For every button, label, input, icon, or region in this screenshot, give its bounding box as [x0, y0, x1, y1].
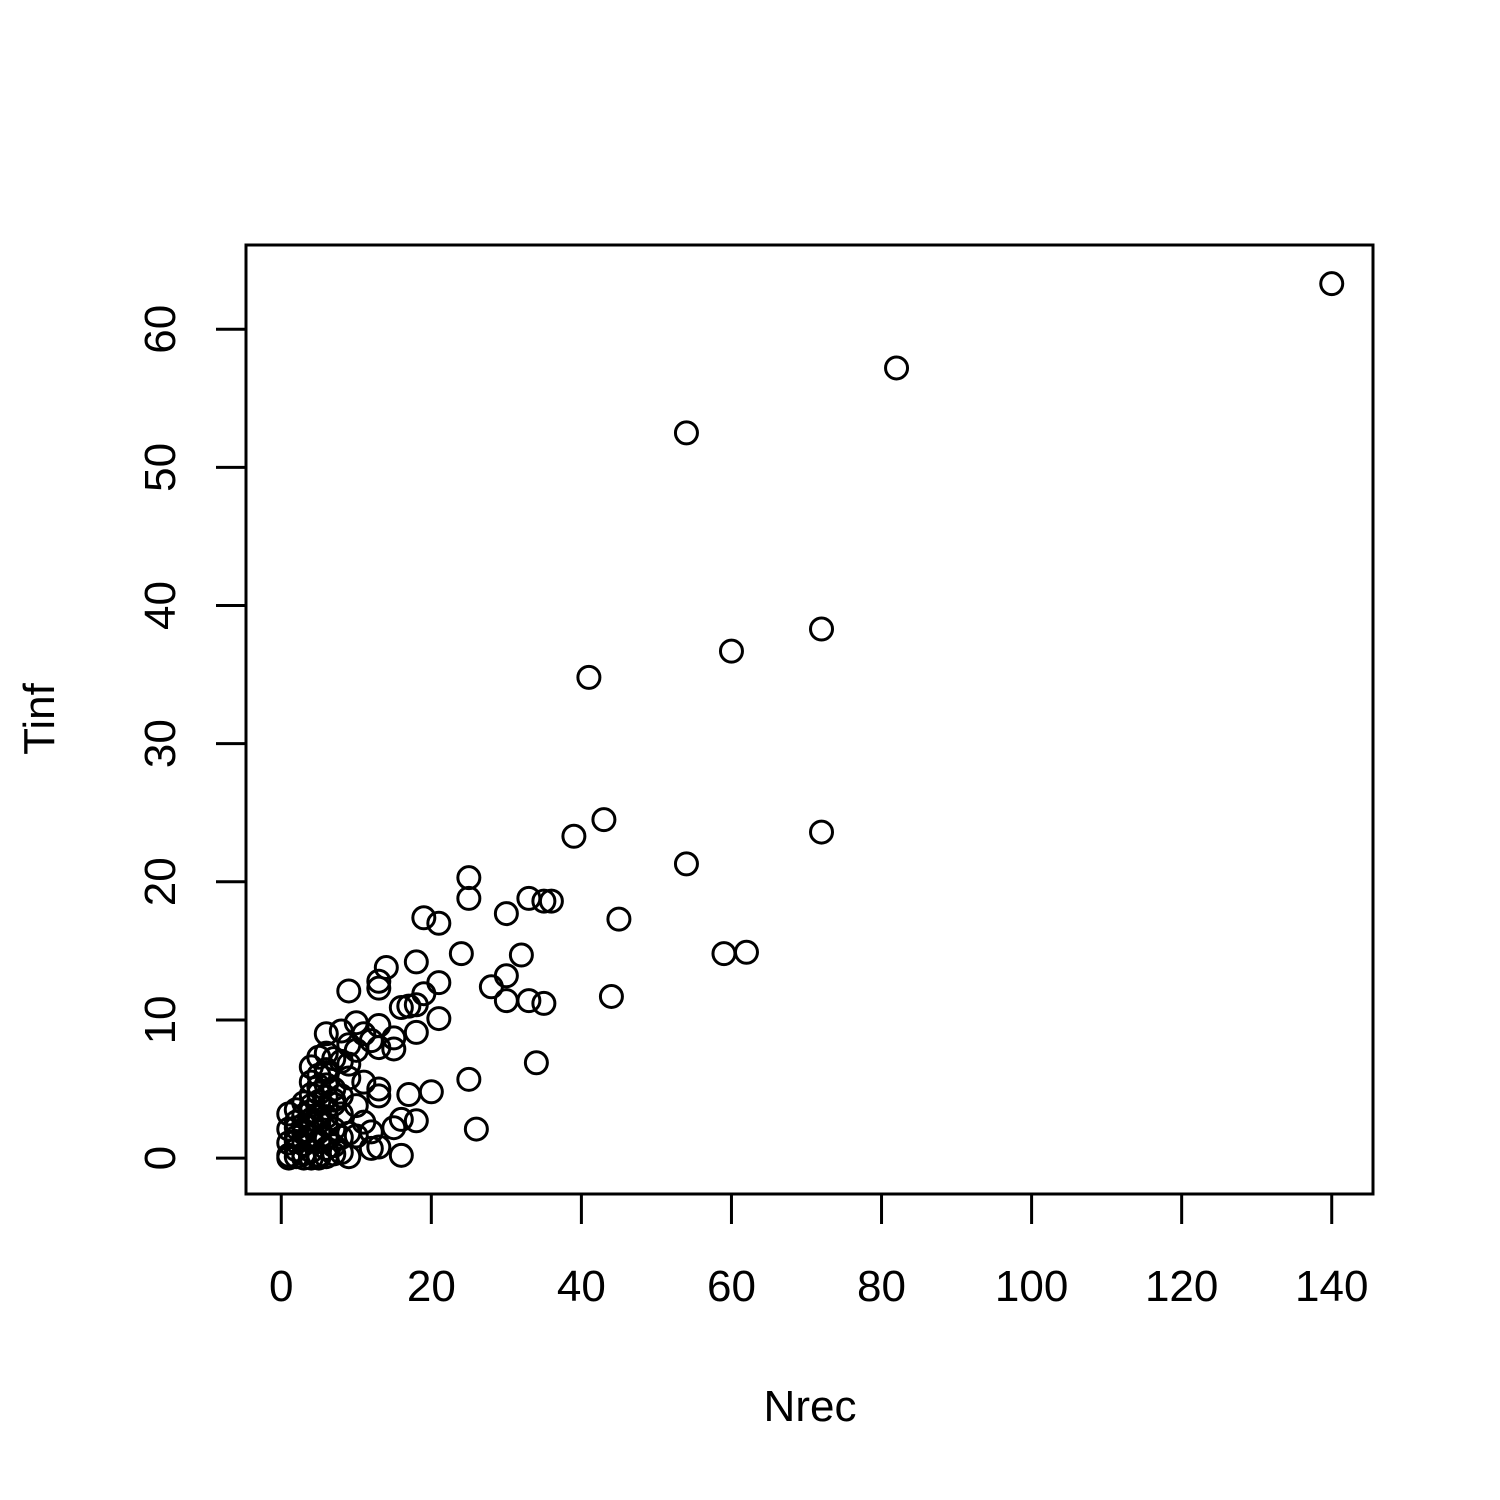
y-tick-label: 10	[136, 995, 185, 1044]
data-point	[351, 1069, 377, 1095]
x-axis-title: Nrec	[764, 1382, 857, 1431]
data-point	[291, 1145, 317, 1171]
data-point	[283, 1129, 309, 1155]
data-point	[531, 990, 557, 1016]
x-tick-label: 120	[1145, 1262, 1218, 1311]
x-tick-label: 60	[707, 1262, 756, 1311]
data-point	[478, 974, 504, 1000]
data-point	[403, 949, 429, 975]
data-point	[426, 910, 452, 936]
data-point	[411, 905, 437, 931]
data-point	[884, 355, 910, 381]
data-point	[426, 1006, 452, 1032]
x-tick-label: 40	[557, 1262, 606, 1311]
data-point	[403, 992, 429, 1018]
x-axis: 0 20 40 60 80 100 120 140	[269, 1192, 1368, 1311]
data-point	[381, 1036, 407, 1062]
data-point	[448, 941, 474, 967]
data-point	[313, 1104, 339, 1130]
data-point	[336, 1032, 362, 1058]
y-tick-label: 40	[136, 581, 185, 630]
data-point	[343, 1093, 369, 1119]
data-point	[561, 823, 587, 849]
data-point	[456, 885, 482, 911]
x-tick-label: 0	[269, 1262, 293, 1311]
data-point	[733, 939, 759, 965]
data-point	[516, 988, 542, 1014]
y-tick-label: 20	[136, 857, 185, 906]
data-point	[606, 906, 632, 932]
y-axis: 0 10 20 30 40 50 60	[136, 305, 248, 1170]
data-point	[313, 1021, 339, 1047]
data-point	[306, 1080, 332, 1106]
data-point	[418, 1079, 444, 1105]
data-point	[321, 1141, 347, 1167]
y-tick-label: 0	[136, 1146, 185, 1170]
data-points	[276, 271, 1345, 1171]
data-point	[523, 1050, 549, 1076]
data-point	[673, 851, 699, 877]
data-point	[531, 888, 557, 914]
data-point	[366, 1083, 392, 1109]
data-point	[718, 638, 744, 664]
data-point	[336, 1051, 362, 1077]
data-point	[276, 1145, 302, 1171]
x-tick-label: 100	[995, 1262, 1068, 1311]
data-point	[358, 1135, 384, 1161]
data-point	[598, 983, 624, 1009]
x-tick-label: 80	[857, 1262, 906, 1311]
data-point	[673, 420, 699, 446]
y-tick-label: 60	[136, 305, 185, 354]
data-point	[306, 1145, 332, 1171]
data-point	[366, 975, 392, 1001]
x-tick-label: 20	[407, 1262, 456, 1311]
data-point	[306, 1109, 332, 1135]
data-point	[1319, 271, 1345, 297]
data-point	[291, 1112, 317, 1138]
data-point	[403, 1019, 429, 1045]
data-point	[576, 664, 602, 690]
data-point	[366, 1076, 392, 1102]
data-point	[591, 807, 617, 833]
data-point	[403, 1108, 429, 1134]
data-point	[388, 1142, 414, 1168]
data-point	[508, 942, 534, 968]
data-point	[366, 968, 392, 994]
y-tick-label: 30	[136, 719, 185, 768]
data-point	[809, 616, 835, 642]
data-point	[336, 978, 362, 1004]
data-point	[493, 901, 519, 927]
data-point	[358, 1119, 384, 1145]
data-point	[538, 888, 564, 914]
data-point	[388, 1106, 414, 1132]
x-tick-label: 140	[1295, 1262, 1368, 1311]
data-point	[463, 1116, 489, 1142]
data-point	[456, 1066, 482, 1092]
data-point	[321, 1087, 347, 1113]
data-point	[809, 819, 835, 845]
y-axis-title: Tinf	[15, 682, 64, 754]
y-tick-label: 50	[136, 443, 185, 492]
